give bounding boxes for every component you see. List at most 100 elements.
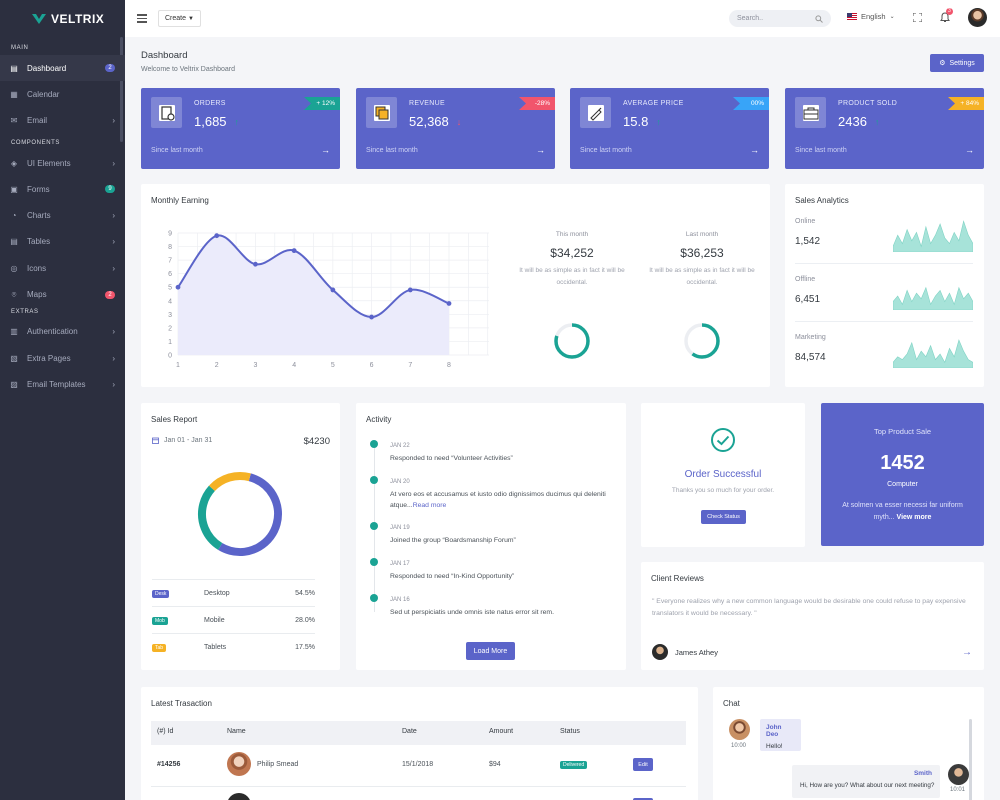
stat-value: 1,685 [194, 114, 227, 129]
load-more-button[interactable]: Load More [466, 642, 515, 660]
fullscreen-icon[interactable] [913, 13, 922, 22]
email-icon: ✉ [10, 116, 18, 126]
search-input[interactable]: Search.. [729, 10, 831, 27]
analytics-value: 1,542 [795, 236, 821, 247]
chevron-right-icon: › [112, 379, 115, 389]
transaction-amount: $94 [489, 761, 501, 768]
activity-date: JAN 22 [390, 443, 410, 449]
activity-text: Sed ut perspiciatis unde omnis iste natu… [390, 609, 554, 616]
y-tick-label: 1 [168, 339, 172, 346]
arrow-right-icon[interactable]: → [321, 145, 330, 155]
stat-change-badge: -28% [519, 97, 555, 110]
order-success-card: Order Successful Thanks you so much for … [641, 403, 805, 547]
arrow-right-icon[interactable]: → [962, 647, 972, 658]
load-more-label: Load More [473, 647, 508, 655]
arrow-right-icon[interactable]: → [536, 145, 545, 155]
sidebar-item-calendar[interactable]: ▦ Calendar [0, 81, 125, 107]
analytics-sparkline [893, 339, 973, 368]
gear-icon: ⚙ [939, 60, 946, 67]
stat-value-row: 52,368 ↓ [409, 114, 461, 129]
sidebar-item-maps[interactable]: ⌾ Maps 2 [0, 281, 125, 307]
sidebar-badge: 2 [105, 64, 115, 73]
this-month-block: This month $34,252 It will be as simple … [513, 231, 631, 289]
settings-label: Settings [949, 59, 975, 67]
brand-logo[interactable]: VELTRIX [0, 0, 125, 37]
sidebar-item-label: Forms [27, 184, 50, 194]
data-point [214, 233, 220, 239]
stat-footer: Since last month [151, 147, 203, 154]
activity-item: JAN 22 Responded to need “Volunteer Activ… [390, 441, 620, 464]
top-product-card: Top Product Sale 1452 Computer At solmen… [821, 403, 984, 546]
stat-title: ORDERS [194, 100, 226, 107]
template-icon: ▨ [10, 379, 18, 389]
chevron-right-icon: › [112, 327, 115, 337]
create-dropdown[interactable]: Create ▼ [158, 10, 201, 27]
stat-change-badge: 00% [733, 97, 769, 110]
sidebar-item-email-templates[interactable]: ▨ Email Templates › [0, 371, 125, 397]
sidebar-section-main: MAIN [11, 45, 29, 51]
sidebar-item-forms[interactable]: ▣ Forms 9 [0, 176, 125, 202]
chevron-right-icon: › [112, 237, 115, 247]
settings-button[interactable]: ⚙ Settings [930, 54, 984, 72]
check-status-button[interactable]: Check Status [701, 510, 746, 524]
language-selector[interactable]: English ⌄ [847, 12, 895, 21]
menu-toggle-icon[interactable] [137, 14, 147, 23]
client-reviews-title: Client Reviews [651, 574, 704, 583]
pages-icon: ▧ [10, 353, 18, 363]
check-status-label: Check Status [707, 514, 740, 520]
stat-footer: Since last month [795, 147, 847, 154]
activity-date: JAN 17 [390, 561, 410, 567]
this-month-progress-ring [554, 323, 590, 359]
message-time: 10:01 [950, 787, 966, 793]
customer-avatar [227, 793, 251, 800]
last-month-block: Last month $36,253 It will be as simple … [643, 231, 761, 289]
data-point [407, 287, 413, 293]
sidebar-item-authentication[interactable]: ▥ Authentication › [0, 319, 125, 345]
device-share: 54.5% [295, 589, 315, 597]
sidebar-item-charts[interactable]: ◔ Charts › [0, 202, 125, 228]
column-name: Name [227, 728, 246, 735]
last-month-desc: It will be as simple as in fact it will … [649, 267, 755, 286]
sidebar-scrollbar[interactable] [120, 37, 123, 142]
sidebar-item-tables[interactable]: ▤ Tables › [0, 229, 125, 255]
activity-card: Activity JAN 22 Responded to need “Volunt… [356, 403, 626, 670]
monthly-earning-title: Monthly Earning [151, 196, 209, 205]
sidebar-item-label: UI Elements [27, 158, 71, 168]
sidebar-section-extras: EXTRAS [11, 308, 39, 315]
y-tick-label: 9 [168, 231, 172, 238]
sidebar-item-label: Tables [27, 237, 51, 247]
chat-scrollbar[interactable] [969, 719, 972, 800]
table-header [151, 721, 686, 745]
edit-button[interactable] [633, 798, 653, 800]
sidebar-item-extra-pages[interactable]: ▧ Extra Pages › [0, 345, 125, 371]
sidebar-item-email[interactable]: ✉ Email › [0, 108, 125, 134]
timeline-dot [370, 594, 378, 602]
edit-button[interactable]: Edit [633, 758, 653, 771]
activity-item: JAN 19 Joined the group “Boardsmanship Fo… [390, 523, 620, 546]
transaction-date: 15/1/2018 [402, 761, 434, 768]
user-avatar[interactable] [968, 8, 987, 27]
sidebar-item-icons[interactable]: ◎ Icons › [0, 255, 125, 281]
analytics-sparkline [893, 220, 973, 252]
calendar-icon: ▦ [10, 89, 18, 99]
chevron-right-icon: › [112, 353, 115, 363]
notification-count-badge: 3 [946, 8, 953, 15]
sidebar-item-dashboard[interactable]: ▤ Dashboard 2 [0, 55, 125, 82]
arrow-right-icon[interactable]: → [965, 145, 974, 155]
last-month-progress-ring [684, 323, 720, 359]
notifications-button[interactable]: 3 [940, 8, 953, 25]
sidebar-badge: 9 [105, 185, 115, 194]
sidebar-item-ui-elements[interactable]: ◈ UI Elements › [0, 150, 125, 176]
read-more-link[interactable]: Read more [412, 502, 447, 509]
this-month-value: $34,252 [550, 246, 594, 260]
analytics-label: Marketing [795, 334, 826, 341]
x-tick-label: 7 [408, 362, 412, 369]
view-more-link[interactable]: View more [896, 514, 932, 521]
latest-transaction-card: Latest Trasaction (#) Id Name Date Amoun… [141, 687, 698, 800]
sales-donut-chart [198, 472, 282, 556]
table-row: Mob Mobile 28.0% [152, 606, 315, 633]
x-tick-label: 6 [370, 362, 374, 369]
stat-title: PRODUCT SOLD [838, 100, 898, 107]
arrow-right-icon[interactable]: → [750, 145, 759, 155]
this-month-label: This month [555, 231, 589, 238]
